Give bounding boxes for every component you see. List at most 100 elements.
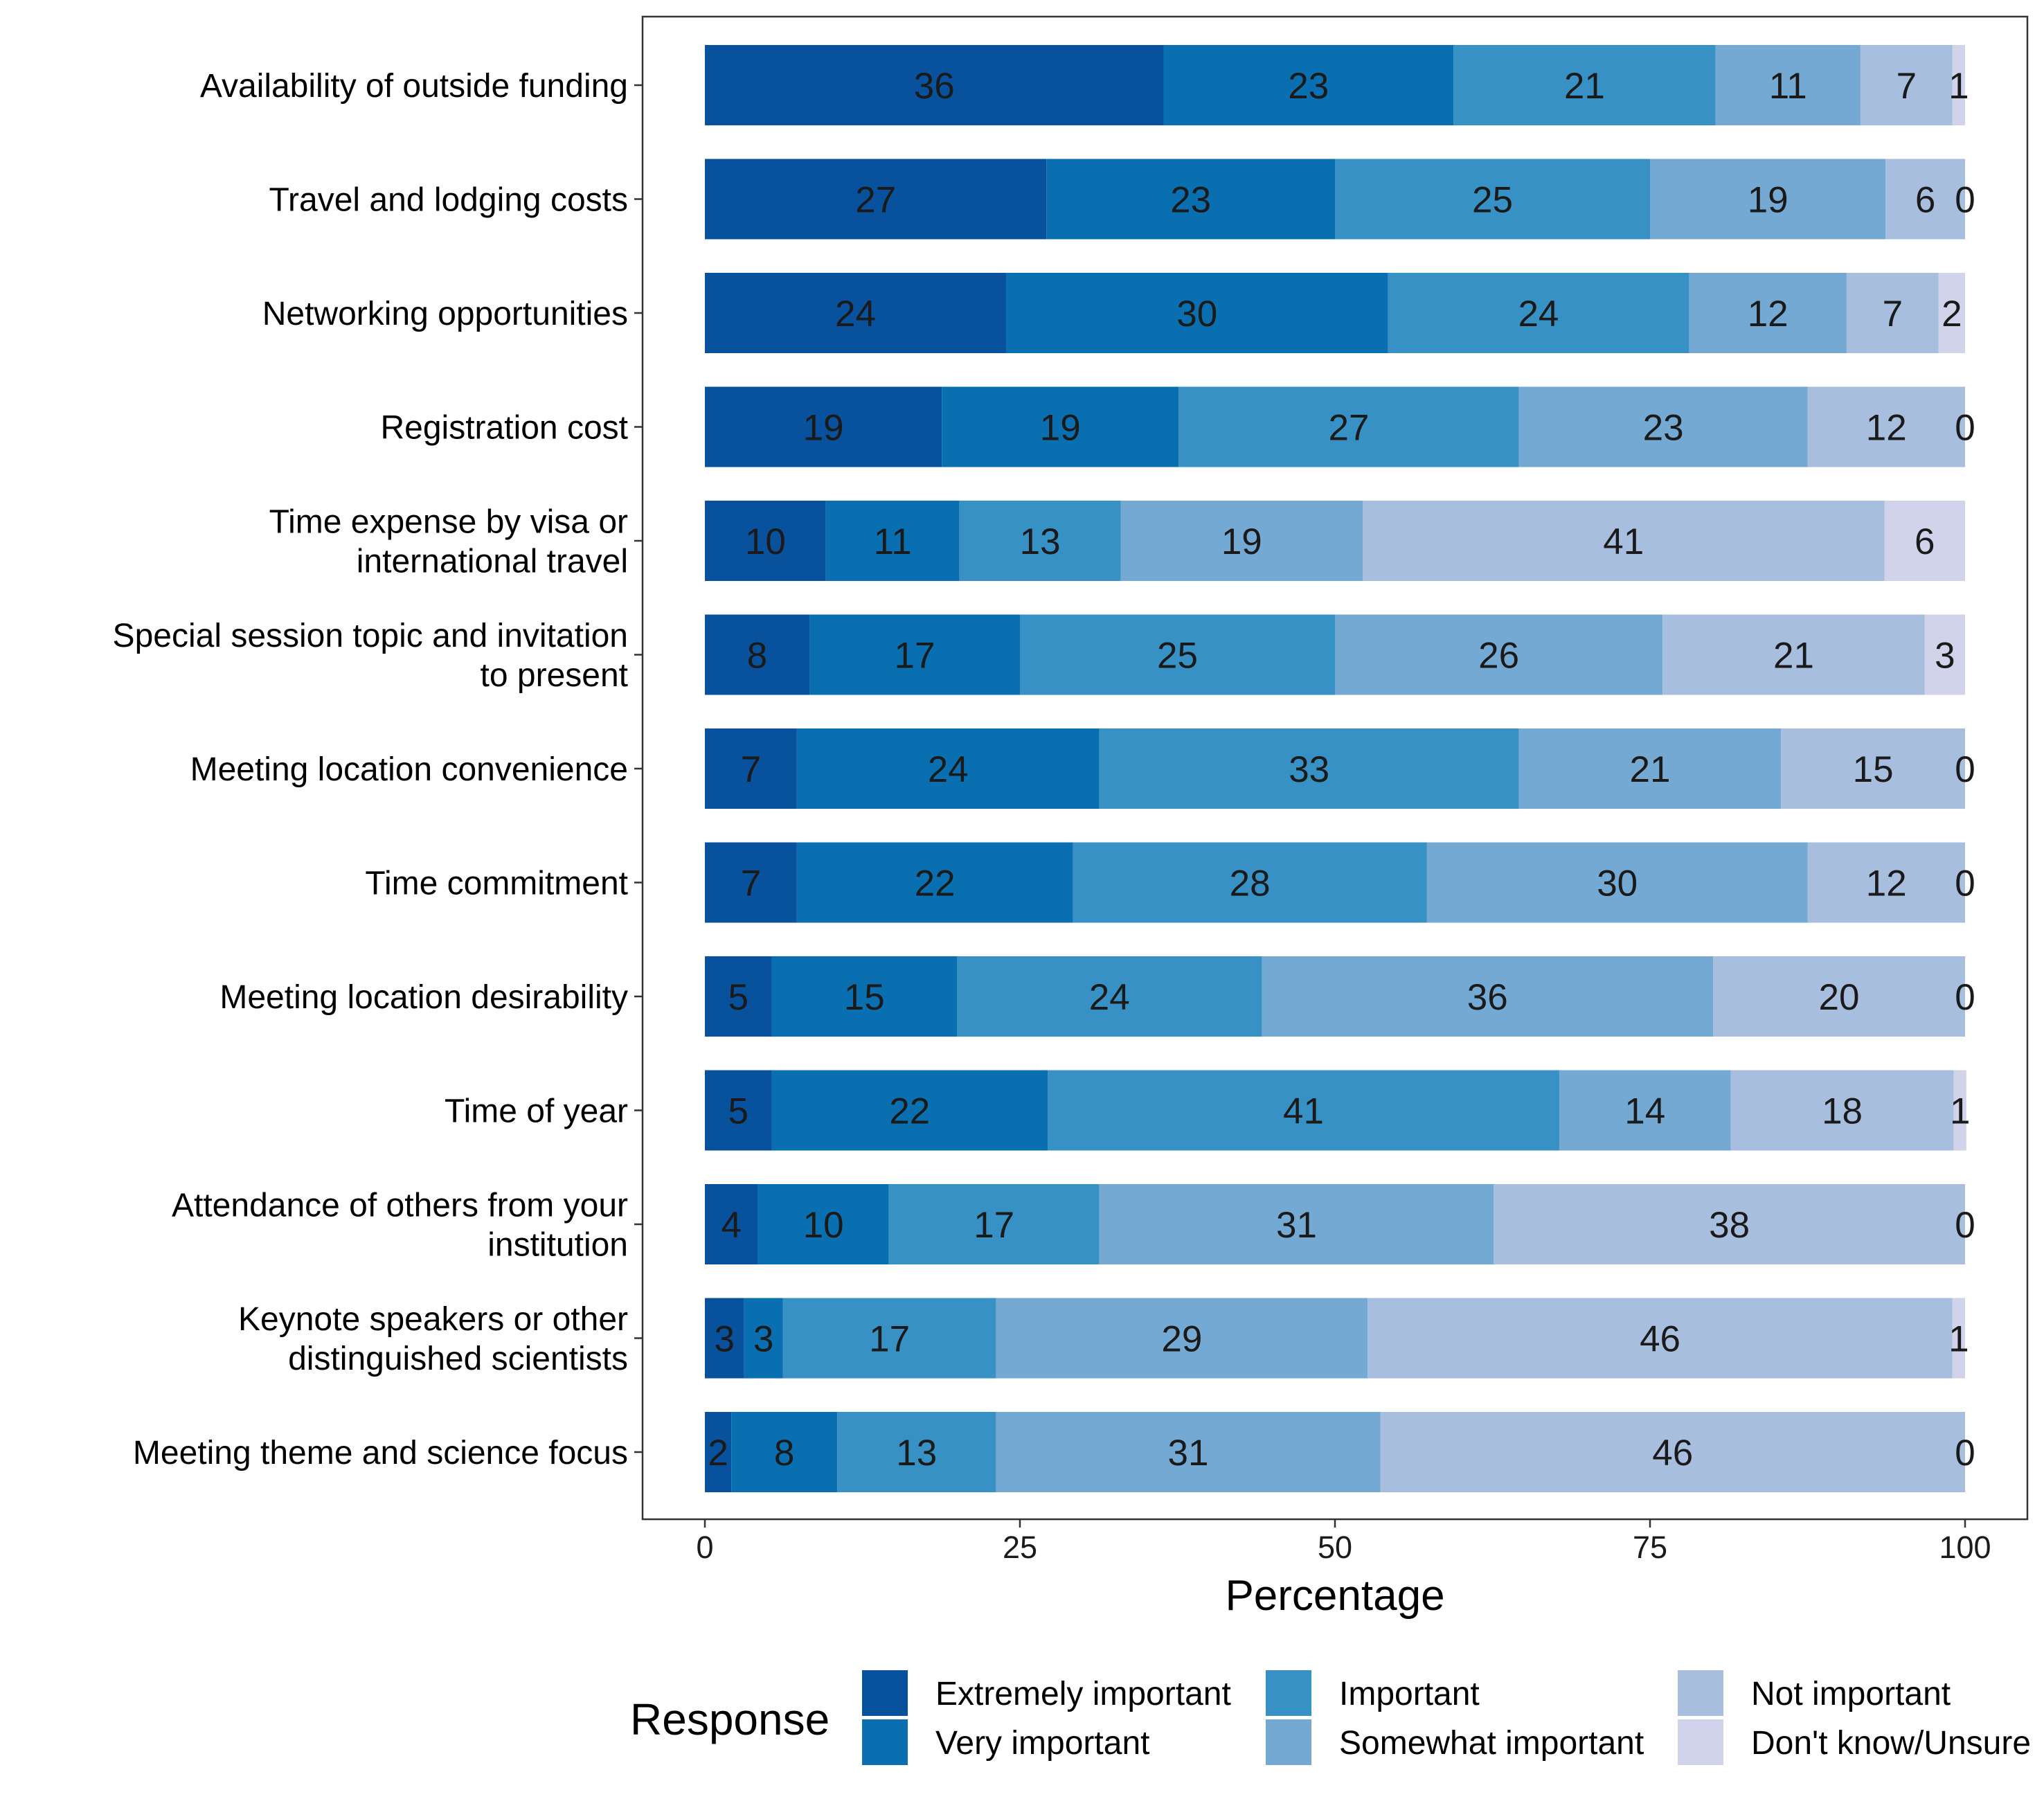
data-label: 30 xyxy=(1597,863,1638,904)
category-label: Travel and lodging costs xyxy=(269,182,628,219)
bar-segment xyxy=(1368,1298,1953,1379)
x-tick-label: 100 xyxy=(1939,1530,1991,1565)
bar-segment xyxy=(1099,1184,1494,1264)
bar-segment xyxy=(825,501,960,581)
bar-segment xyxy=(1048,1070,1559,1151)
category-label: Time commitment xyxy=(365,866,628,902)
data-label: 22 xyxy=(889,1091,930,1132)
data-label: 6 xyxy=(1915,180,1935,221)
data-label: 23 xyxy=(1170,180,1211,221)
data-label: 11 xyxy=(1769,66,1807,107)
bar-segment xyxy=(1020,614,1335,695)
bar-segment xyxy=(705,842,797,923)
bar-segment xyxy=(1335,159,1650,240)
legend-key xyxy=(1266,1670,1311,1716)
bar-segment xyxy=(1730,1070,1954,1151)
bar-segment xyxy=(1953,1070,1966,1151)
bar-segment xyxy=(837,1412,996,1492)
data-label: 41 xyxy=(1603,521,1644,562)
legend-key xyxy=(1678,1670,1723,1716)
legend: Response Extremely important Very importa… xyxy=(630,1670,2031,1765)
data-label: 25 xyxy=(1472,180,1513,221)
category-label: Registration cost xyxy=(381,410,629,447)
bar-segment xyxy=(705,159,1047,240)
data-label: 30 xyxy=(1176,294,1217,334)
data-label: 10 xyxy=(803,1205,844,1246)
category-labels: Availability of outside funding Travel an… xyxy=(113,68,643,1471)
bar-segment xyxy=(731,1412,838,1492)
bar-segment xyxy=(782,1298,996,1379)
data-label: 12 xyxy=(1866,408,1907,449)
data-label: 23 xyxy=(1643,408,1684,449)
data-label: 0 xyxy=(1955,180,1975,221)
x-tick-label: 75 xyxy=(1633,1530,1667,1565)
data-label: 15 xyxy=(844,977,885,1018)
bar-segment xyxy=(705,1412,732,1492)
data-label: 17 xyxy=(974,1205,1014,1246)
data-label: 8 xyxy=(774,1433,794,1474)
bar-segment xyxy=(705,45,1164,125)
data-label: 36 xyxy=(914,66,955,107)
bar-segment xyxy=(1952,45,1965,125)
bar-segment xyxy=(1099,728,1519,809)
legend-label: Important xyxy=(1339,1676,1480,1712)
category-label: Attendance of others from your xyxy=(172,1188,628,1224)
legend-label: Not important xyxy=(1751,1676,1951,1712)
bar-segment xyxy=(705,501,826,581)
bar-segment xyxy=(1453,45,1716,125)
data-label: 20 xyxy=(1819,977,1860,1018)
bar-segment xyxy=(1380,1412,1965,1492)
data-label: 12 xyxy=(1748,294,1789,334)
data-label: 24 xyxy=(928,749,969,790)
data-label: 21 xyxy=(1773,636,1814,677)
data-label: 0 xyxy=(1955,408,1975,449)
bar-segment xyxy=(1426,842,1808,923)
legend-label: Very important xyxy=(935,1725,1149,1762)
data-label: 11 xyxy=(874,521,912,562)
bar-segment xyxy=(809,614,1020,695)
bar-segment xyxy=(1494,1184,1965,1264)
category-label: to present xyxy=(481,657,628,694)
data-label: 7 xyxy=(741,863,761,904)
category-label: Special session topic and invitation xyxy=(113,618,628,654)
bar-segment xyxy=(1363,501,1885,581)
data-label: 41 xyxy=(1283,1091,1324,1132)
data-label: 19 xyxy=(1748,180,1789,221)
legend-title: Response xyxy=(630,1694,830,1744)
data-label: 7 xyxy=(1897,66,1917,107)
x-tick-label: 25 xyxy=(1003,1530,1037,1565)
data-label: 0 xyxy=(1955,1433,1975,1474)
legend-key xyxy=(862,1719,908,1765)
bar-segment xyxy=(1860,45,1953,125)
category-label: Time expense by visa or xyxy=(269,504,628,541)
data-label: 18 xyxy=(1822,1091,1863,1132)
legend-key xyxy=(1266,1719,1311,1765)
data-label: 1 xyxy=(1948,66,1969,107)
bar-layer: 36 23 21 11 7 127 23 25 19 6 024 30 24 12 7 219 19 27 23 12… xyxy=(705,45,1975,1492)
bar-segment xyxy=(796,842,1073,923)
data-label: 21 xyxy=(1630,749,1671,790)
bar-segment xyxy=(1689,273,1847,353)
bar-segment xyxy=(1807,842,1965,923)
bar-segment xyxy=(1262,956,1713,1037)
bar-segment xyxy=(996,1298,1368,1379)
category-label: Keynote speakers or other xyxy=(238,1301,628,1338)
data-label: 28 xyxy=(1230,863,1271,904)
data-label: 14 xyxy=(1624,1091,1665,1132)
data-label: 5 xyxy=(728,1091,748,1132)
data-label: 12 xyxy=(1866,863,1907,904)
data-label: 1 xyxy=(1948,1319,1969,1360)
data-label: 3 xyxy=(1935,636,1955,677)
data-label: 27 xyxy=(1329,408,1370,449)
bar-segment xyxy=(1781,728,1965,809)
bar-segment xyxy=(1178,386,1519,467)
bar-segment xyxy=(757,1184,889,1264)
data-label: 19 xyxy=(1040,408,1081,449)
bar-segment xyxy=(1924,614,1965,695)
data-label: 19 xyxy=(1221,521,1262,562)
category-label: Availability of outside funding xyxy=(200,68,628,105)
data-label: 24 xyxy=(1089,977,1130,1018)
x-tick-label: 0 xyxy=(696,1530,713,1565)
bar-segment xyxy=(705,273,1006,353)
data-label: 5 xyxy=(728,977,748,1018)
